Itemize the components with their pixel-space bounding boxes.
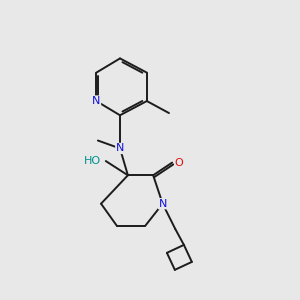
- Text: N: N: [92, 96, 100, 106]
- Text: O: O: [175, 158, 183, 168]
- Text: N: N: [116, 143, 124, 153]
- Text: HO: HO: [84, 156, 101, 166]
- Text: N: N: [158, 199, 167, 209]
